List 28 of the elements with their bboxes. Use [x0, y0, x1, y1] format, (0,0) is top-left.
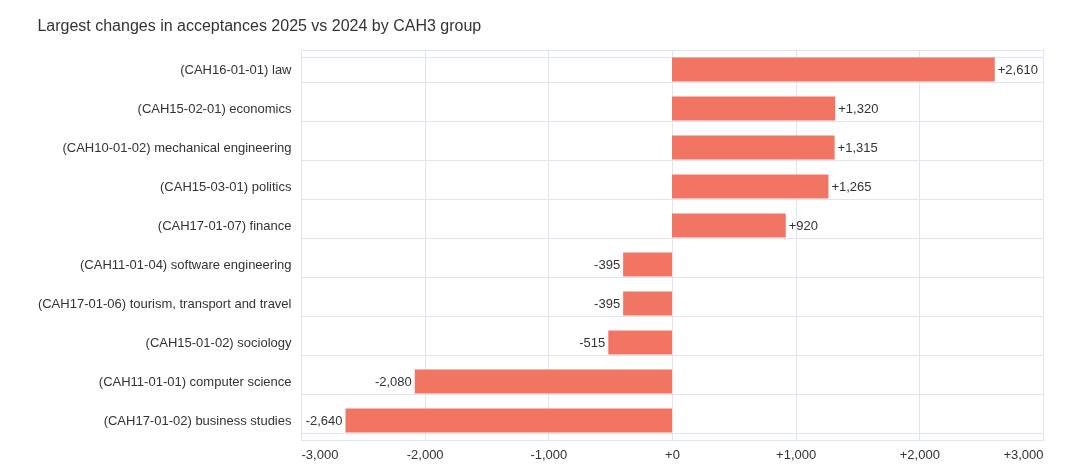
- data-label: +1,320: [838, 100, 879, 116]
- x-tick-label: -3,000: [301, 446, 339, 462]
- y-tick-label: (CAH10-01-02) mechanical engineering: [62, 140, 292, 155]
- data-label: +2,610: [997, 61, 1038, 77]
- data-label: -2,640: [305, 412, 343, 428]
- y-tick-label: (CAH15-03-01) politics: [160, 179, 292, 194]
- data-label: -2,080: [374, 373, 412, 389]
- y-tick-label: (CAH17-01-07) finance: [157, 218, 292, 233]
- x-tick-label: +3,000: [1003, 446, 1044, 462]
- x-tick-label: +2,000: [899, 446, 940, 462]
- x-tick-label: +0: [665, 446, 680, 462]
- data-label: +920: [788, 217, 819, 233]
- y-tick-label: (CAH11-01-01) computer science: [98, 374, 292, 389]
- data-label: -515: [579, 334, 606, 350]
- y-tick-label: (CAH17-01-02) business studies: [103, 413, 292, 428]
- y-tick-label: (CAH11-01-04) software engineering: [80, 257, 292, 272]
- y-tick-label: (CAH15-02-01) economics: [137, 101, 292, 116]
- y-tick-label: (CAH16-01-01) law: [180, 62, 293, 77]
- y-tick-label: (CAH15-01-02) sociology: [145, 335, 292, 350]
- data-label: +1,315: [837, 139, 878, 155]
- data-label: +1,265: [831, 178, 872, 194]
- y-tick-label: (CAH17-01-06) tourism, transport and travel: [37, 296, 292, 311]
- x-tick-label: +1,000: [776, 446, 817, 462]
- x-tick-label: -1,000: [530, 446, 568, 462]
- chart-title: Largest changes in acceptances 2025 vs 2024 by CAH3 group: [37, 17, 482, 34]
- x-tick-label: -2,000: [406, 446, 444, 462]
- data-label: -395: [594, 295, 621, 311]
- data-label: -395: [594, 256, 621, 272]
